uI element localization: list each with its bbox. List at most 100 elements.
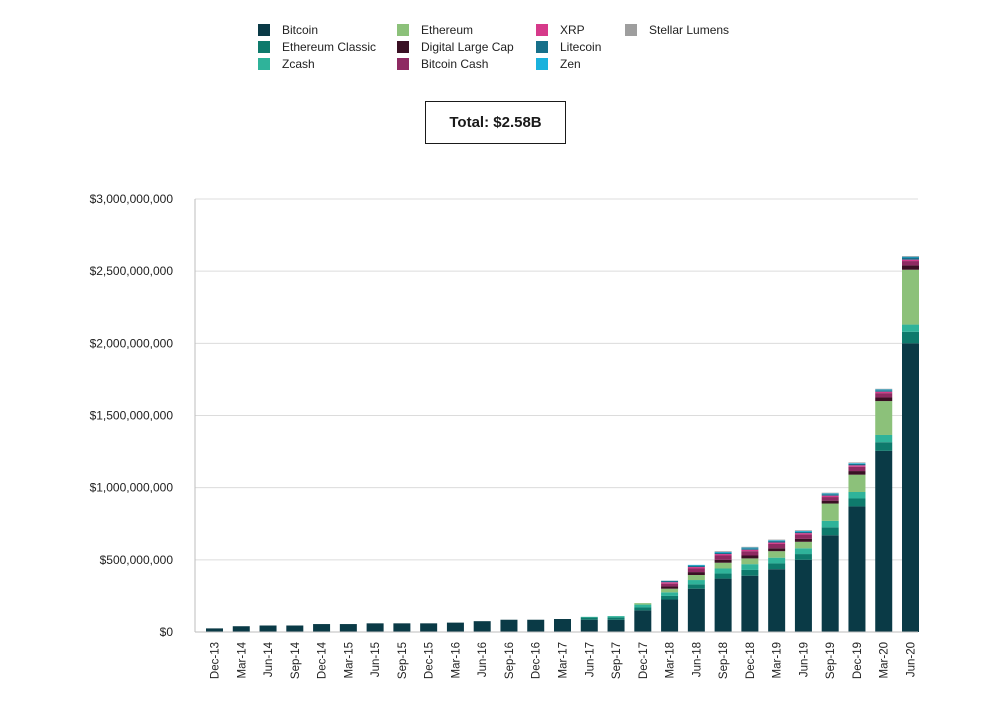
bar-segment-bitcoin [339, 624, 357, 632]
bar-segment-digital-large-cap [875, 397, 893, 402]
bar-stack-dec-18 [741, 546, 759, 632]
legend-item-zen: Zen [536, 55, 581, 72]
x-tick-label: Dec-18 [745, 642, 757, 679]
bar-segment-digital-large-cap [714, 559, 732, 563]
bar-segment-xrp [714, 554, 732, 556]
bar-segment-stellar-lumens [821, 492, 839, 494]
bar-segment-zen [768, 540, 786, 542]
x-tick-label: Mar-17 [558, 642, 570, 678]
legend-item-digital-large-cap: Digital Large Cap [397, 38, 514, 55]
y-tick-label: $2,000,000,000 [90, 336, 174, 350]
bar-segment-zcash [741, 564, 759, 570]
bar-segment-digital-large-cap [768, 548, 786, 552]
bar-segment-ethereum-classic [661, 595, 679, 600]
legend-swatch [397, 40, 409, 53]
bar-segment-bitcoin [634, 610, 652, 632]
bar-stack-sep-15 [393, 623, 411, 632]
bar-segment-ethereum-classic [607, 617, 625, 620]
bar-segment-digital-large-cap [821, 500, 839, 504]
gridlines [195, 198, 918, 561]
bar-segment-stellar-lumens [768, 539, 786, 541]
bar-segment-bitcoin [821, 535, 839, 632]
bar-stack-sep-17 [607, 616, 625, 632]
bar-segment-ethereum [875, 401, 893, 435]
bar-segment-zcash [661, 592, 679, 596]
bar-stack-mar-18 [661, 580, 679, 632]
bar-segment-bitcoin [446, 622, 464, 632]
bar-segment-ethereum-classic [821, 527, 839, 536]
x-tick-label: Dec-15 [424, 642, 436, 679]
bar-segment-bitcoin-cash [848, 466, 866, 472]
bar-segment-stellar-lumens [714, 551, 732, 552]
bar-stack-jun-14 [259, 625, 277, 632]
bar-segment-bitcoin [366, 623, 384, 632]
bar-segment-ethereum-classic [741, 569, 759, 576]
bar-segment-zen [714, 551, 732, 553]
bar-segment-litecoin [661, 580, 679, 583]
bar-segment-litecoin [875, 390, 893, 392]
x-tick-label: Dec-16 [531, 642, 543, 679]
bar-segment-zcash [607, 616, 625, 618]
legend-swatch [397, 23, 409, 36]
legend-item-ethereum-classic: Ethereum Classic [258, 38, 376, 55]
bar-segment-ethereum [848, 474, 866, 492]
bar-segment-ethereum-classic [634, 607, 652, 611]
bar-segment-litecoin [821, 494, 839, 496]
bar-segment-bitcoin [286, 625, 304, 632]
bar-segment-ethereum-classic [714, 573, 732, 579]
legend-swatch [625, 23, 637, 36]
legend-label: Ethereum [421, 22, 474, 37]
total-label: Total: $2.58B [449, 114, 542, 131]
bar-segment-bitcoin-cash [687, 568, 705, 573]
bar-segment-zen [821, 493, 839, 495]
y-tick-label: $2,500,000,000 [90, 264, 174, 278]
bar-segment-bitcoin-cash [875, 393, 893, 398]
bar-stack-dec-16 [527, 619, 545, 632]
bar-segment-ethereum-classic [580, 617, 598, 620]
legend-item-stellar-lumens: Stellar Lumens [625, 21, 729, 38]
bar-segment-digital-large-cap [794, 538, 812, 542]
legend-swatch [258, 23, 270, 36]
bar-segment-ethereum-classic [875, 442, 893, 451]
bar-stack-mar-15 [339, 624, 357, 632]
bar-segment-stellar-lumens [741, 546, 759, 548]
bar-segment-bitcoin [902, 343, 919, 632]
bar-segment-zcash [848, 491, 866, 499]
bar-segment-xrp [794, 533, 812, 535]
bar-segment-zcash [634, 604, 652, 608]
bar-segment-bitcoin [794, 559, 812, 632]
bar-segment-bitcoin [527, 619, 545, 632]
legend-swatch [536, 40, 548, 53]
bar-segment-ethereum [902, 269, 919, 325]
bar-segment-digital-large-cap [661, 586, 679, 589]
legend-label: Zcash [282, 56, 315, 71]
legend-swatch [258, 40, 270, 53]
bar-segment-stellar-lumens [794, 530, 812, 531]
bar-segment-xrp [875, 391, 893, 394]
bar-segment-xrp [768, 542, 786, 544]
bar-stack-mar-20 [875, 388, 893, 632]
bar-segment-litecoin [848, 463, 866, 466]
bar-segment-bitcoin [661, 599, 679, 632]
bar-segment-litecoin [902, 257, 919, 260]
bar-segment-xrp [848, 465, 866, 467]
bar-stack-dec-14 [313, 624, 331, 632]
axes [194, 199, 918, 633]
bar-segment-bitcoin [607, 619, 625, 632]
bar-segment-ethereum-classic [794, 554, 812, 560]
bar-segment-bitcoin-cash [902, 261, 919, 266]
bar-segment-litecoin [741, 548, 759, 550]
bar-segment-bitcoin [554, 619, 571, 632]
bar-segment-ethereum-classic [687, 584, 705, 589]
y-axis-ticks: $0 $500,000,000 $1,000,000,000 $1,500,000,0… [90, 192, 174, 639]
bar-segment-zcash [821, 520, 839, 528]
bar-stack-jun-17 [580, 616, 598, 632]
bar-segment-bitcoin [500, 619, 518, 632]
bar-segment-zcash [580, 616, 598, 618]
bar-segment-bitcoin [741, 575, 759, 632]
y-tick-label: $3,000,000,000 [90, 192, 174, 206]
bar-stack-dec-19 [848, 462, 866, 632]
bar-segment-digital-large-cap [848, 471, 866, 475]
bar-stack-dec-13 [206, 628, 223, 632]
bar-segment-bitcoin-cash [741, 551, 759, 556]
